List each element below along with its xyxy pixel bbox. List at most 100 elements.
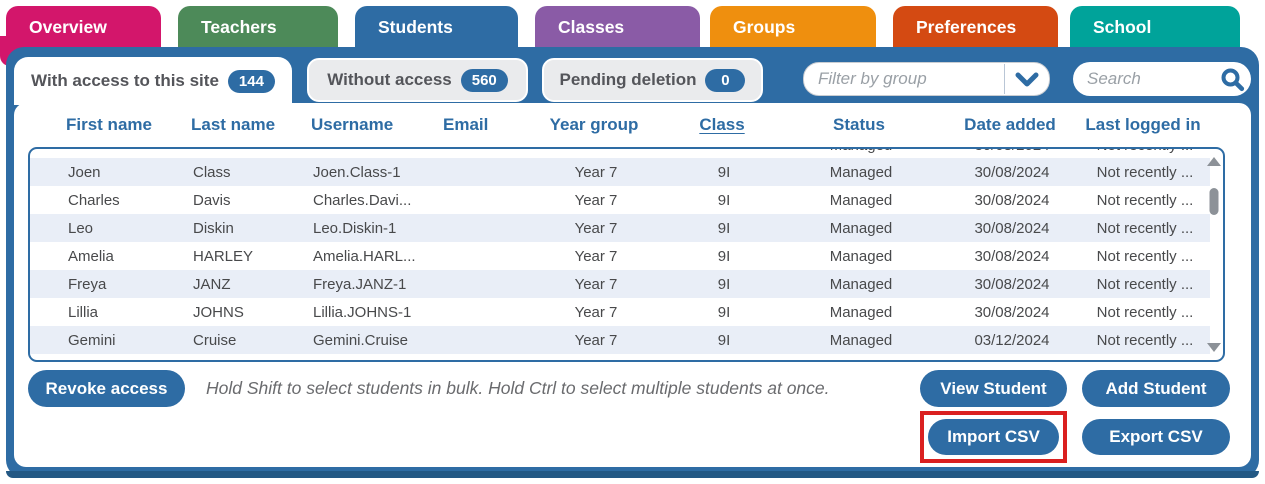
table-cell: Freya.JANZ-1 — [313, 275, 407, 293]
import-csv-button[interactable]: Import CSV — [928, 419, 1059, 455]
column-header-username[interactable]: Username — [311, 115, 394, 134]
table-cell: Year 7 — [574, 191, 618, 209]
table-cell: Managed — [829, 303, 893, 321]
table-cell: Charles.Davi... — [313, 191, 412, 209]
subtab-with-access-to-this-site[interactable]: With access to this site 144 — [14, 57, 292, 105]
table-cell: Leo — [68, 219, 94, 237]
student-row[interactable]: Freya JANZ Freya.JANZ-1 Year 7 9I Managed 30/0… — [30, 270, 1210, 298]
scroll-down-icon[interactable] — [1206, 343, 1221, 352]
table-cell: Not recently ... — [1096, 247, 1194, 265]
column-header-first-name[interactable]: First name — [66, 115, 152, 134]
search-input[interactable] — [1073, 69, 1213, 89]
table-cell: Managed — [829, 275, 893, 293]
group-filter-input[interactable] — [804, 69, 1004, 89]
table-cell: Freya — [68, 275, 107, 293]
table-cell: Year 7 — [574, 331, 618, 349]
column-header-year-group[interactable]: Year group — [549, 115, 639, 134]
tab-label: Classes — [558, 16, 625, 37]
tab-label: Overview — [29, 16, 107, 37]
students-panel: With access to this site 144 Without acces… — [6, 47, 1259, 478]
subtab-without-access[interactable]: Without access 560 — [307, 58, 528, 102]
table-cell: Class — [193, 163, 231, 181]
table-cell: 30/08/2024 — [974, 275, 1050, 293]
export-csv-button[interactable]: Export CSV — [1082, 419, 1230, 455]
tab-label: Teachers — [201, 16, 277, 37]
table-scrollbar[interactable] — [1206, 152, 1221, 357]
table-cell: Managed — [829, 331, 893, 349]
table-cell: JANZ — [193, 275, 231, 293]
group-filter-dropdown[interactable] — [803, 62, 1050, 96]
table-cell: 30/08/2024 — [974, 191, 1050, 209]
student-row[interactable]: Gemini Cruise Gemini.Cruise Year 7 9I Managed… — [30, 326, 1210, 354]
table-cell: Not recently ... — [1096, 331, 1194, 349]
table-cell: Managed — [778, 149, 944, 154]
table-cell: 30/08/2024 — [974, 163, 1050, 181]
student-row[interactable]: Joen Class Joen.Class-1 Year 7 9I Managed 30/0… — [30, 158, 1210, 186]
column-header-email[interactable]: Email — [443, 115, 489, 134]
table-cell: Lillia — [68, 303, 99, 321]
table-cell: Managed — [829, 219, 893, 237]
tab-classes[interactable]: Classes — [535, 6, 700, 48]
count-badge: 560 — [460, 68, 508, 92]
tab-label: Students — [378, 16, 453, 37]
table-cell: Davis — [193, 191, 231, 209]
filter-divider — [1004, 64, 1005, 94]
table-cell: Year 7 — [574, 219, 618, 237]
scroll-thumb[interactable] — [1209, 188, 1218, 215]
student-row[interactable]: Amelia HARLEY Amelia.HARL... Year 7 9I Manage… — [30, 242, 1210, 270]
tab-overview[interactable]: Overview — [6, 6, 161, 48]
student-row[interactable]: Leo Diskin Leo.Diskin-1 Year 7 9I Managed 30/0… — [30, 214, 1210, 242]
table-cell: HARLEY — [193, 247, 254, 265]
student-row[interactable]: Charles Davis Charles.Davi... Year 7 9I Manag… — [30, 186, 1210, 214]
column-header-last-name[interactable]: Last name — [191, 115, 276, 134]
table-cell: 9I — [717, 247, 731, 265]
table-cell: 30/08/2024 — [974, 219, 1050, 237]
scroll-up-icon[interactable] — [1206, 157, 1221, 166]
table-cell: 30/08/2024 — [974, 247, 1050, 265]
search-icon[interactable] — [1213, 67, 1251, 92]
subtab-label: Pending deletion — [559, 70, 697, 89]
table-cell: Gemini — [68, 331, 116, 349]
table-cell: Not recently ... — [1096, 275, 1194, 293]
table-cell: 30/08/2024 — [974, 303, 1050, 321]
subtab-pending-deletion[interactable]: Pending deletion 0 — [542, 58, 763, 102]
column-header-last-logged-in[interactable]: Last logged in — [1085, 115, 1201, 134]
chevron-down-icon[interactable] — [1005, 63, 1049, 95]
search-field[interactable] — [1073, 62, 1251, 96]
table-cell: Lillia.JOHNS-1 — [313, 303, 412, 321]
tab-preferences[interactable]: Preferences — [893, 6, 1058, 48]
tab-students[interactable]: Students — [355, 6, 518, 48]
column-header-date-added[interactable]: Date added — [964, 115, 1056, 134]
panel-bottom-edge — [6, 471, 1259, 478]
column-header-status[interactable]: Status — [833, 115, 885, 134]
table-cell: 03/12/2024 — [974, 331, 1050, 349]
table-cell: 9I — [717, 275, 731, 293]
add-student-button[interactable]: Add Student — [1082, 370, 1230, 407]
tab-label: School — [1093, 16, 1152, 37]
view-student-button[interactable]: View Student — [920, 370, 1067, 407]
count-badge: 0 — [705, 68, 746, 92]
column-header-class[interactable]: Class — [699, 115, 745, 134]
revoke-access-button[interactable]: Revoke access — [28, 370, 185, 407]
table-cell: Leo.Diskin-1 — [313, 219, 397, 237]
subtab-label: Without access — [327, 70, 452, 89]
table-cell: Gemini.Cruise — [313, 331, 409, 349]
table-cell: 9I — [717, 191, 731, 209]
table-cell: Charles — [68, 191, 120, 209]
student-row[interactable]: Lillia JOHNS Lillia.JOHNS-1 Year 7 9I Managed… — [30, 298, 1210, 326]
table-cell: Not recently ... — [1096, 163, 1194, 181]
count-badge: 144 — [227, 69, 275, 93]
table-cell: Managed — [829, 191, 893, 209]
table-header-row: First name Last name Username Email Year gro… — [28, 110, 1208, 140]
table-cell: Amelia — [68, 247, 114, 265]
table-cell: Not recently ... — [1096, 219, 1194, 237]
tab-label: Preferences — [916, 16, 1017, 37]
tab-groups[interactable]: Groups — [710, 6, 876, 48]
table-cell: Managed — [829, 163, 893, 181]
tab-school[interactable]: School — [1070, 6, 1240, 48]
table-cell: Year 7 — [574, 163, 618, 181]
tab-teachers[interactable]: Teachers — [178, 6, 338, 48]
